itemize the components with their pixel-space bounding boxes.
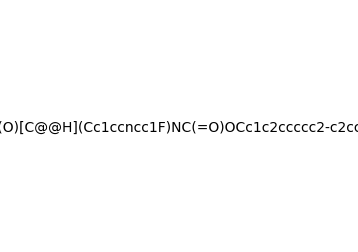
Text: O=C(O)[C@@H](Cc1ccncc1F)NC(=O)OCc1c2ccccc2-c2ccccc21: O=C(O)[C@@H](Cc1ccncc1F)NC(=O)OCc1c2cccc… <box>0 120 358 134</box>
